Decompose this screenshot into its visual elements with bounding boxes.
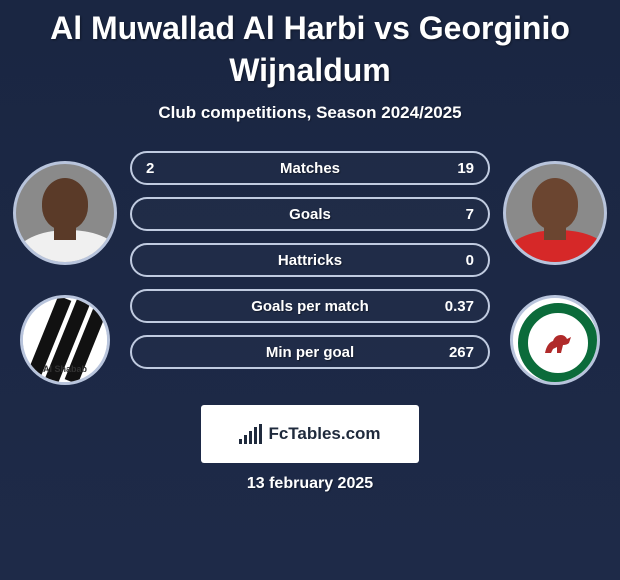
stat-label: Matches xyxy=(280,160,340,177)
club-left-name: Al Shabab xyxy=(23,364,107,374)
brand-badge: FcTables.com xyxy=(201,405,419,463)
stat-label: Goals per match xyxy=(251,298,369,315)
horse-icon xyxy=(541,329,575,357)
brand-text: FcTables.com xyxy=(268,424,380,444)
player-left-photo xyxy=(13,161,117,265)
player-right-head xyxy=(532,178,578,230)
date-label: 13 february 2025 xyxy=(0,475,620,493)
player-right-photo xyxy=(503,161,607,265)
player-left-head xyxy=(42,178,88,230)
stat-label: Min per goal xyxy=(266,344,354,361)
title-line-1: Al Muwallad Al Harbi vs Georginio xyxy=(50,10,570,46)
stat-row: 2 Matches 19 xyxy=(130,151,490,185)
right-column xyxy=(490,151,620,385)
chart-icon xyxy=(239,424,262,444)
stat-row: Hattricks 0 xyxy=(130,243,490,277)
stat-right-value: 267 xyxy=(434,344,474,361)
stat-left-value: 2 xyxy=(146,160,186,177)
subtitle: Club competitions, Season 2024/2025 xyxy=(0,103,620,123)
stat-right-value: 0.37 xyxy=(434,298,474,315)
stat-row: Min per goal 267 xyxy=(130,335,490,369)
stat-label: Goals xyxy=(289,206,331,223)
stat-label: Hattricks xyxy=(278,252,342,269)
stat-row: Goals 7 xyxy=(130,197,490,231)
club-right-logo xyxy=(510,295,600,385)
left-column: Al Shabab xyxy=(0,151,130,385)
stat-right-value: 7 xyxy=(434,206,474,223)
club-left-logo: Al Shabab xyxy=(20,295,110,385)
comparison-area: Al Shabab 2 Matches 19 Goals 7 Hattricks 0 Goal… xyxy=(0,151,620,385)
stat-right-value: 0 xyxy=(434,252,474,269)
stat-right-value: 19 xyxy=(434,160,474,177)
stats-list: 2 Matches 19 Goals 7 Hattricks 0 Goals per matc… xyxy=(130,151,490,369)
title-line-2: Wijnaldum xyxy=(229,52,390,88)
page-title: Al Muwallad Al Harbi vs Georginio Wijnal… xyxy=(0,8,620,103)
stat-row: Goals per match 0.37 xyxy=(130,289,490,323)
